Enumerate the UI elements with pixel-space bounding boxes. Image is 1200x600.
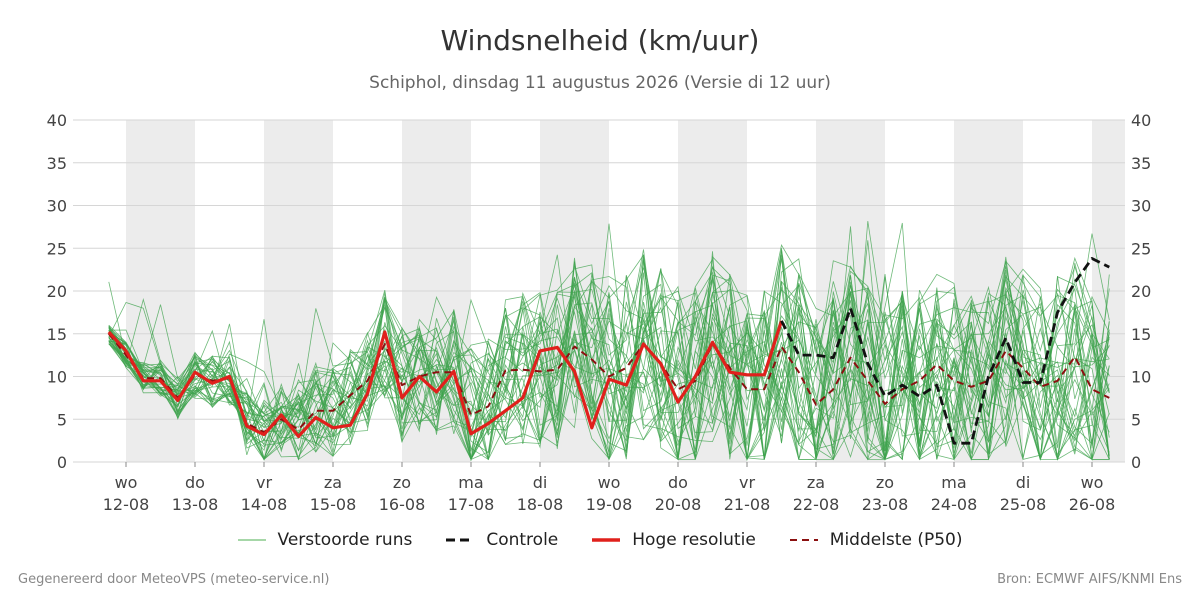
y-tick-label-left: 25 bbox=[47, 239, 67, 258]
ensemble-run-line bbox=[108, 221, 1110, 461]
x-tick-date: 15-08 bbox=[310, 495, 357, 514]
y-axis-left: 0 5 10 15 20 25 30 35 40 bbox=[47, 111, 67, 472]
legend-label-highres: Hoge resolutie bbox=[632, 530, 756, 550]
legend-label-control: Controle bbox=[486, 530, 559, 550]
x-tick-date: 25-08 bbox=[1000, 495, 1047, 514]
footer-source: Bron: ECMWF AIFS/KNMI Ens bbox=[997, 572, 1182, 587]
x-tick-date: 18-08 bbox=[517, 495, 564, 514]
chart-title: Windsnelheid (km/uur) bbox=[440, 24, 760, 57]
x-tick-day: di bbox=[1016, 473, 1031, 492]
x-tick-day: wo bbox=[598, 473, 621, 492]
main-series bbox=[107, 257, 1110, 445]
x-tick-day: vr bbox=[256, 473, 272, 492]
x-tick-day: di bbox=[533, 473, 548, 492]
y-tick-label-left: 10 bbox=[47, 368, 67, 387]
y-tick-label-left: 40 bbox=[47, 111, 67, 130]
x-tick-date: 19-08 bbox=[586, 495, 633, 514]
legend-swatch-median bbox=[789, 539, 818, 541]
ensemble-run-line bbox=[108, 223, 1110, 461]
x-tick-day: za bbox=[807, 473, 825, 492]
legend-swatch-control bbox=[446, 538, 475, 542]
y-tick-label-right: 5 bbox=[1131, 410, 1141, 429]
x-tick-day: do bbox=[668, 473, 688, 492]
ensemble-run-line bbox=[108, 260, 1110, 461]
y-tick-label-left: 30 bbox=[47, 197, 67, 216]
ensemble-run-line bbox=[108, 257, 1110, 461]
y-tick-label-right: 20 bbox=[1131, 282, 1151, 301]
x-tick-date: 16-08 bbox=[379, 495, 426, 514]
x-tick-date: 24-08 bbox=[931, 495, 978, 514]
x-tick-day: wo bbox=[1081, 473, 1104, 492]
y-tick-label-right: 15 bbox=[1131, 325, 1151, 344]
y-tick-label-right: 30 bbox=[1131, 197, 1151, 216]
legend-label-perturbed: Verstoorde runs bbox=[277, 530, 413, 550]
legend-item-highres: Hoge resolutie bbox=[592, 530, 756, 550]
footer-generated-by: Gegenereerd door MeteoVPS (meteo-service… bbox=[18, 572, 330, 587]
ensemble-run-line bbox=[108, 283, 1110, 461]
y-tick-label-left: 15 bbox=[47, 325, 67, 344]
y-tick-label-right: 35 bbox=[1131, 154, 1151, 173]
ensemble-run-line bbox=[108, 276, 1110, 461]
x-tick-date: 26-08 bbox=[1069, 495, 1116, 514]
ensemble-run-line bbox=[108, 226, 1110, 460]
ensemble-run-line bbox=[108, 276, 1110, 460]
x-tick-date: 20-08 bbox=[655, 495, 702, 514]
y-tick-label-right: 25 bbox=[1131, 239, 1151, 258]
x-tick-date: 12-08 bbox=[103, 495, 150, 514]
x-tick-day: do bbox=[185, 473, 205, 492]
ensemble-run-line bbox=[108, 244, 1110, 460]
x-tick-date: 21-08 bbox=[724, 495, 771, 514]
y-tick-label-right: 0 bbox=[1131, 453, 1141, 472]
legend-swatch-perturbed bbox=[237, 539, 266, 541]
legend-item-perturbed: Verstoorde runs bbox=[237, 530, 413, 550]
y-tick-label-left: 35 bbox=[47, 154, 67, 173]
x-tick-day: wo bbox=[115, 473, 138, 492]
ensemble-run-line bbox=[108, 281, 1110, 460]
x-tick-day: ma bbox=[458, 473, 483, 492]
x-tick-date: 13-08 bbox=[172, 495, 219, 514]
ensemble-run-line bbox=[108, 265, 1110, 461]
x-tick-day: vr bbox=[739, 473, 755, 492]
chart-subtitle: Schiphol, dinsdag 11 augustus 2026 (Vers… bbox=[369, 73, 831, 93]
legend-swatch-highres bbox=[592, 538, 621, 542]
x-axis: wo 12-08 do 13-08 vr 14-08 za 15-08 zo 16-08 ma 17-… bbox=[103, 462, 1116, 514]
y-tick-label-left: 5 bbox=[57, 410, 67, 429]
ensemble-run-line bbox=[108, 256, 1110, 461]
x-tick-date: 22-08 bbox=[793, 495, 840, 514]
x-tick-day: zo bbox=[393, 473, 411, 492]
x-tick-date: 17-08 bbox=[448, 495, 495, 514]
legend: Verstoorde runs Controle Hoge resolutie … bbox=[0, 530, 1200, 550]
y-tick-label-left: 0 bbox=[57, 453, 67, 472]
x-tick-day: ma bbox=[941, 473, 966, 492]
y-tick-label-right: 10 bbox=[1131, 368, 1151, 387]
y-axis-right: 0 5 10 15 20 25 30 35 40 bbox=[1131, 111, 1151, 472]
legend-item-median: Middelste (P50) bbox=[789, 530, 963, 550]
ensemble-runs bbox=[108, 221, 1110, 461]
legend-label-median: Middelste (P50) bbox=[829, 530, 963, 550]
x-tick-date: 14-08 bbox=[241, 495, 288, 514]
ensemble-run-line bbox=[108, 256, 1110, 461]
x-tick-day: za bbox=[324, 473, 342, 492]
control-series-line bbox=[780, 257, 1110, 445]
ensemble-run-line bbox=[108, 222, 1110, 460]
ensemble-run-line bbox=[108, 240, 1110, 461]
x-tick-day: zo bbox=[876, 473, 894, 492]
y-tick-label-left: 20 bbox=[47, 282, 67, 301]
legend-item-control: Controle bbox=[446, 530, 558, 550]
high-resolution-series-line bbox=[107, 320, 784, 438]
y-tick-label-right: 40 bbox=[1131, 111, 1151, 130]
ensemble-run-line bbox=[108, 254, 1110, 461]
x-tick-date: 23-08 bbox=[862, 495, 909, 514]
